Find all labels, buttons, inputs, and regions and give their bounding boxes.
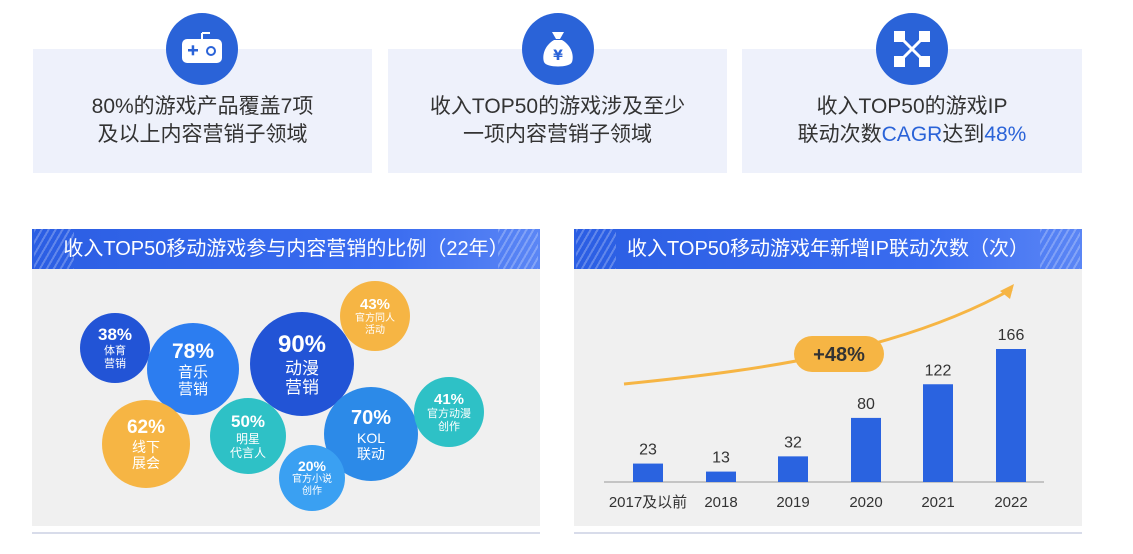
bar-value-label: 13 xyxy=(712,450,730,467)
trend-arrow-head xyxy=(1000,284,1014,299)
bubble-percent: 62% xyxy=(126,417,166,438)
bubble-3: 90% 动漫 营销 xyxy=(250,312,354,416)
bubble-9: 20% 官方小说 创作 xyxy=(279,445,345,511)
bubble-panel: 收入TOP50移动游戏参与内容营销的比例（22年） 38% 体育 营销 78% 音乐 … xyxy=(32,229,540,526)
x-tick-label: 2019 xyxy=(776,494,809,511)
growth-badge xyxy=(794,336,884,372)
card-text-segment: 达到 xyxy=(942,123,985,146)
bar-chart: +48% 23 2017及以前 13 2018 32 2019 80 2020 122 2021 16… xyxy=(604,284,1044,511)
panel-title: 收入TOP50移动游戏参与内容营销的比例（22年） xyxy=(63,238,509,260)
card-text-segment: 一项内容营销子领域 xyxy=(463,123,652,146)
network-icon xyxy=(876,13,948,85)
card-line: 收入TOP50的游戏涉及至少 xyxy=(430,93,685,121)
bubble-percent: 78% xyxy=(171,340,215,363)
x-tick-label: 2022 xyxy=(994,494,1027,511)
bar-chart-panel: 收入TOP50移动游戏年新增IP联动次数（次） +48% 23 2017及以前 13 2… xyxy=(574,229,1082,526)
bubble-percent: 50% xyxy=(230,412,266,431)
bubble-percent: 20% xyxy=(297,458,327,474)
panel-header: 收入TOP50移动游戏年新增IP联动次数（次） xyxy=(574,229,1082,269)
money-bag-icon: ¥ xyxy=(522,13,594,85)
card-text-segment: 80%的游戏产品覆盖7项 xyxy=(91,95,314,118)
x-tick-label: 2021 xyxy=(921,494,954,511)
bubble-label: KOL 联动 xyxy=(356,429,385,462)
bubble-4: 43% 官方同人 活动 xyxy=(340,281,410,351)
chart-title: 收入TOP50移动游戏年新增IP联动次数（次） xyxy=(627,238,1029,260)
stat-card-3: 收入TOP50的游戏IP 联动次数CAGR达到48% xyxy=(742,49,1082,173)
bubble-2: 78% 音乐 营销 xyxy=(147,323,239,415)
bubble-label: 动漫 营销 xyxy=(285,359,319,397)
stat-card-text: 收入TOP50的游戏涉及至少 一项内容营销子领域 xyxy=(430,93,685,149)
bar xyxy=(633,463,663,482)
card-line: 及以上内容营销子领域 xyxy=(92,121,314,149)
stat-card-text: 收入TOP50的游戏IP 联动次数CAGR达到48% xyxy=(798,93,1027,149)
bubble-1: 38% 体育 营销 xyxy=(80,313,150,383)
svg-text:¥: ¥ xyxy=(553,48,563,64)
bubble-label: 官方小说 创作 xyxy=(292,474,332,497)
bubble-percent: 41% xyxy=(433,390,465,408)
bar xyxy=(996,349,1026,482)
gamepad-icon xyxy=(166,13,238,85)
bubble-label: 线下 展会 xyxy=(132,439,160,471)
card-line: 80%的游戏产品覆盖7项 xyxy=(92,93,314,121)
bubble-6: 50% 明星 代言人 xyxy=(210,398,286,474)
bar-value-label: 122 xyxy=(925,362,952,379)
bubble-label: 音乐 营销 xyxy=(177,364,208,398)
card-line: 联动次数CAGR达到48% xyxy=(798,121,1027,149)
x-tick-label: 2018 xyxy=(704,494,737,511)
bar-value-label: 80 xyxy=(857,396,875,413)
bubble-label: 官方同人 活动 xyxy=(355,312,395,336)
bubble-percent: 90% xyxy=(277,331,327,358)
card-text-segment: 收入TOP50的游戏涉及至少 xyxy=(429,95,686,118)
x-tick-label: 2020 xyxy=(849,494,882,511)
bubble-label: 明星 代言人 xyxy=(229,432,266,460)
card-line: 收入TOP50的游戏IP xyxy=(798,93,1027,121)
panel-header: 收入TOP50移动游戏参与内容营销的比例（22年） xyxy=(32,229,540,269)
bubble-label: 官方动漫 创作 xyxy=(427,407,471,433)
divider xyxy=(32,532,540,534)
bubble-8: 41% 官方动漫 创作 xyxy=(414,377,484,447)
bubble-percent: 43% xyxy=(359,295,391,313)
card-text-segment: 及以上内容营销子领域 xyxy=(97,123,308,146)
card-text-segment: 收入TOP50的游戏IP xyxy=(816,95,1008,118)
bubble-percent: 38% xyxy=(97,325,133,344)
x-tick-label: 2017及以前 xyxy=(609,494,687,511)
bar-value-label: 32 xyxy=(784,434,802,451)
bubble-5: 62% 线下 展会 xyxy=(102,400,190,488)
bar xyxy=(851,417,881,482)
divider xyxy=(574,532,1082,534)
highlight-text: CAGR xyxy=(881,123,943,146)
bar-value-label: 166 xyxy=(998,327,1025,344)
highlight-text: 48% xyxy=(984,123,1027,146)
bar xyxy=(778,456,808,482)
bubble-percent: 70% xyxy=(350,406,392,429)
stat-card-text: 80%的游戏产品覆盖7项 及以上内容营销子领域 xyxy=(92,93,314,149)
bar-value-label: 23 xyxy=(639,442,657,459)
growth-badge-text: +48% xyxy=(813,344,865,366)
bar xyxy=(923,384,953,482)
card-text-segment: 联动次数 xyxy=(797,123,882,146)
bubble-label: 体育 营销 xyxy=(104,345,126,370)
card-line: 一项内容营销子领域 xyxy=(430,121,685,149)
bar xyxy=(706,471,736,482)
